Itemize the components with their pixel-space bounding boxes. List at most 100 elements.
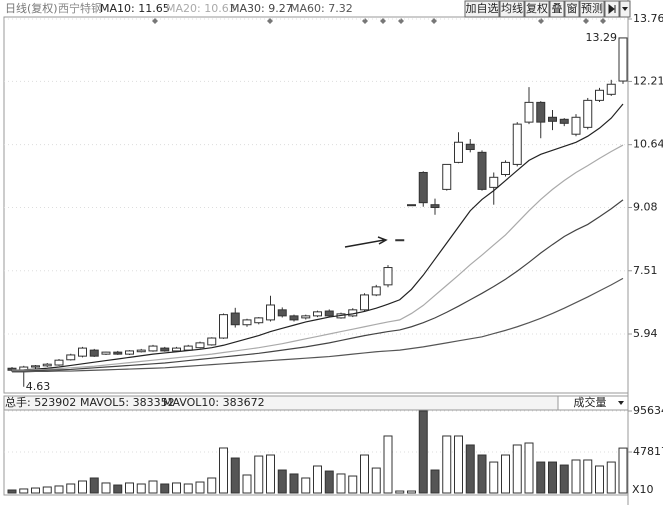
ma-line bbox=[11, 103, 624, 371]
dropdown-icon[interactable] bbox=[618, 401, 624, 405]
volume-bar bbox=[219, 447, 228, 494]
volume-bar bbox=[125, 482, 134, 494]
volume-bar bbox=[101, 482, 111, 494]
volume-bar bbox=[536, 461, 546, 494]
volume-indicator: 总手: 523902 bbox=[5, 395, 76, 409]
volume-bar bbox=[89, 477, 99, 494]
volume-bar bbox=[277, 469, 287, 494]
candle-body bbox=[301, 315, 311, 319]
candle-body bbox=[371, 286, 381, 296]
candle-body bbox=[172, 347, 181, 352]
volume-bar bbox=[360, 454, 369, 494]
ma-line bbox=[12, 277, 624, 373]
volume-bar bbox=[583, 459, 593, 494]
volume-bar bbox=[160, 483, 170, 494]
candle-body bbox=[489, 176, 499, 188]
candle-body bbox=[559, 118, 569, 124]
candle-body bbox=[442, 163, 452, 190]
volume-bar bbox=[19, 488, 29, 494]
button[interactable] bbox=[564, 0, 580, 18]
volume-bar bbox=[548, 461, 557, 494]
candle-body bbox=[277, 309, 287, 317]
volume-bar bbox=[313, 465, 322, 494]
volume-bar bbox=[512, 444, 522, 494]
button-label[interactable]: 窗 bbox=[567, 1, 578, 15]
volume-bar bbox=[383, 435, 393, 494]
candle-body bbox=[42, 363, 52, 367]
volume-bar bbox=[42, 486, 52, 494]
candle-body bbox=[465, 143, 475, 151]
candle-body bbox=[66, 354, 76, 361]
button[interactable] bbox=[499, 0, 525, 18]
candle-body bbox=[536, 101, 546, 123]
volume-bar bbox=[524, 442, 534, 494]
candle-body bbox=[618, 37, 628, 82]
volume-bar bbox=[66, 483, 76, 494]
button[interactable] bbox=[524, 0, 550, 18]
button[interactable] bbox=[464, 0, 500, 18]
info-marker[interactable] bbox=[398, 18, 404, 24]
dropdown-icon[interactable] bbox=[622, 7, 628, 11]
volume-bar bbox=[324, 470, 334, 494]
info-marker[interactable] bbox=[362, 18, 368, 24]
candle-body bbox=[242, 319, 252, 326]
y-tick-label: 7.51 bbox=[633, 264, 658, 277]
candle-body bbox=[254, 317, 264, 324]
volume-indicator: MAVOL10: 383672 bbox=[163, 396, 265, 409]
button-label[interactable]: 复权 bbox=[526, 1, 548, 15]
ma-legend: MA30: 9.27 bbox=[230, 2, 293, 15]
y-tick-label: 12.21 bbox=[633, 74, 663, 87]
candle-body bbox=[148, 345, 158, 352]
ma-legend: MA60: 7.32 bbox=[290, 2, 353, 15]
candle-body bbox=[195, 342, 205, 349]
y-tick-label: 13.76 bbox=[633, 12, 663, 25]
button[interactable] bbox=[549, 0, 565, 18]
y-tick-label: 47817 bbox=[633, 445, 663, 458]
selector-label[interactable]: 成交量 bbox=[574, 395, 607, 409]
period-label: 日线(复权) bbox=[5, 1, 58, 15]
button-label[interactable]: 加自选 bbox=[466, 2, 499, 15]
volume-bar bbox=[595, 465, 604, 494]
candle-body bbox=[54, 359, 64, 366]
info-marker[interactable] bbox=[538, 18, 544, 24]
volume-bar bbox=[301, 477, 311, 494]
volume-bar bbox=[618, 447, 628, 494]
y-tick-label: 10.64 bbox=[633, 138, 663, 151]
y-tick-label: 95634 bbox=[633, 404, 663, 417]
button[interactable] bbox=[579, 0, 605, 18]
candle-body bbox=[183, 345, 193, 351]
button-label[interactable]: 预测 bbox=[581, 2, 603, 15]
indicator-selector[interactable] bbox=[557, 395, 629, 411]
volume-bar bbox=[7, 489, 17, 494]
candle-body bbox=[313, 311, 322, 317]
ma-legend: MA10: 11.65 bbox=[100, 2, 170, 15]
ma-legend: MA20: 10.63 bbox=[166, 2, 236, 15]
volume-bar bbox=[54, 485, 64, 494]
candle-body bbox=[595, 89, 604, 101]
candle-body bbox=[360, 294, 369, 311]
volume-bar bbox=[454, 435, 463, 494]
ma-line bbox=[12, 144, 624, 371]
unit-label: X10 bbox=[632, 483, 654, 496]
candle-body bbox=[101, 351, 111, 355]
ma-line bbox=[12, 199, 624, 372]
volume-bar bbox=[148, 480, 158, 494]
volume-bar bbox=[136, 483, 146, 494]
button-label[interactable]: 叠 bbox=[552, 2, 563, 15]
next-icon[interactable] bbox=[608, 3, 616, 15]
volume-bar bbox=[465, 444, 475, 494]
volume-bar bbox=[289, 473, 299, 494]
max-label: 13.29 bbox=[586, 31, 618, 44]
candle-body bbox=[501, 161, 510, 175]
button-label[interactable]: 均线 bbox=[501, 1, 523, 15]
y-tick-label: 9.08 bbox=[633, 201, 658, 214]
volume-bar bbox=[336, 473, 346, 494]
candle-body bbox=[548, 116, 557, 122]
candle-body bbox=[606, 83, 616, 95]
candle-body bbox=[136, 349, 146, 353]
volume-bar bbox=[195, 481, 205, 494]
volume-bar bbox=[183, 483, 193, 494]
volume-bar bbox=[371, 467, 381, 494]
candle-body bbox=[113, 351, 123, 355]
